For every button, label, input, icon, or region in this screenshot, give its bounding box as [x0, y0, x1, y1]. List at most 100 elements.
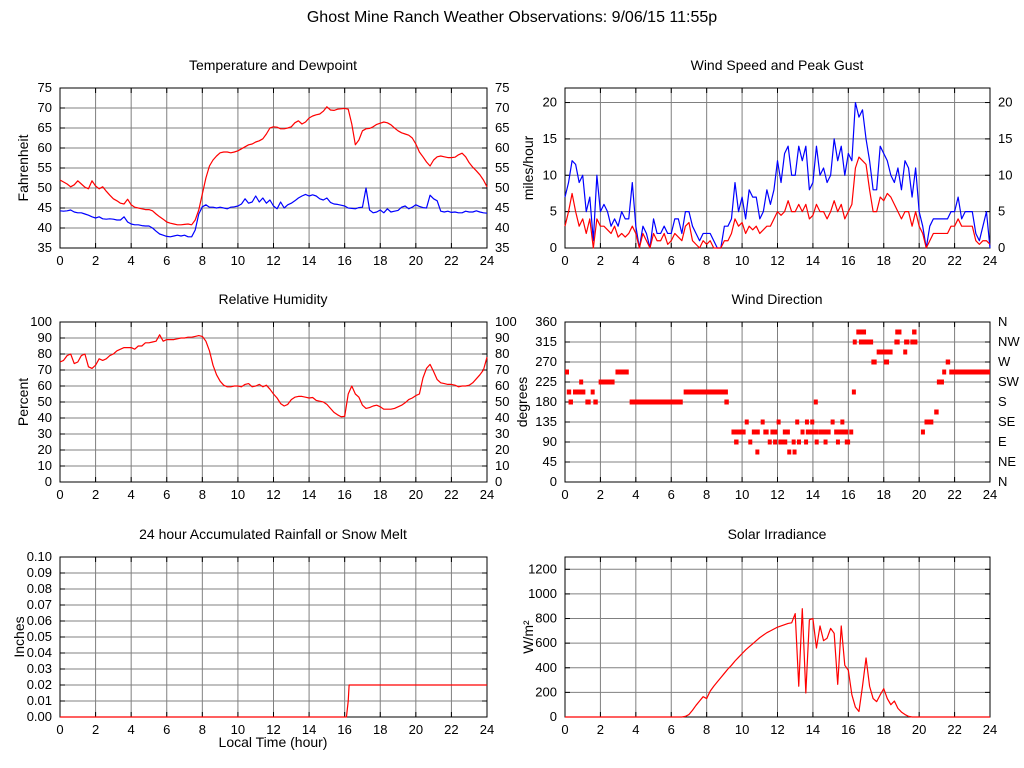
y-tick-label-right: 30	[495, 426, 509, 441]
y-tick-label: 200	[535, 684, 557, 699]
y-tick-label: 65	[38, 120, 52, 135]
x-tick-label: 22	[947, 487, 961, 502]
y-tick-label: 0	[45, 474, 52, 489]
plot-area-solar: 0 2 4 6 8 10 12 14 16 18 20 22 240200400600800100012…	[528, 556, 997, 737]
y-axis-label-inches: Inches	[11, 616, 27, 657]
compass-label: NW	[998, 334, 1020, 349]
x-tick-label: 6	[668, 722, 675, 737]
y-tick-label: 315	[535, 334, 557, 349]
x-tick-label: 0	[561, 722, 568, 737]
y-tick-label-right: 0	[495, 474, 502, 489]
x-tick-label: 8	[703, 487, 710, 502]
x-tick-label: 0	[56, 722, 63, 737]
x-tick-label: 8	[199, 722, 206, 737]
x-tick-label: 2	[92, 487, 99, 502]
y-tick-label: 50	[38, 180, 52, 195]
y-tick-label-right: 35	[495, 240, 509, 255]
y-axis-label-miles-per-hour: miles/hour	[520, 135, 536, 200]
chart-wind-direction: Wind Direction degrees 0 2 4 6 8 10 12 14 16 18 20…	[514, 291, 1020, 502]
x-tick-label: 24	[983, 487, 997, 502]
y-tick-label-right: 5	[998, 204, 1005, 219]
y-tick-label: 10	[38, 458, 52, 473]
x-tick-label: 24	[480, 253, 494, 268]
y-tick-label: 10	[543, 167, 557, 182]
x-tick-label: 0	[561, 253, 568, 268]
y-tick-label: 35	[38, 240, 52, 255]
x-tick-label: 16	[337, 253, 351, 268]
y-tick-label: 60	[38, 140, 52, 155]
x-tick-label: 8	[703, 722, 710, 737]
y-tick-label: 75	[38, 80, 52, 95]
x-tick-label: 16	[841, 487, 855, 502]
x-tick-label: 8	[199, 487, 206, 502]
x-tick-label: 22	[947, 253, 961, 268]
y-tick-label-right: 20	[998, 95, 1012, 110]
y-tick-label: 0.05	[27, 629, 52, 644]
y-tick-label-right: 60	[495, 378, 509, 393]
y-tick-label-right: 55	[495, 160, 509, 175]
x-tick-label: 20	[409, 487, 423, 502]
y-tick-label-right: 50	[495, 394, 509, 409]
y-tick-label-right: 100	[495, 314, 517, 329]
x-tick-label: 10	[231, 253, 245, 268]
dewpoint-line	[59, 187, 488, 238]
y-tick-label-right: 80	[495, 346, 509, 361]
y-tick-label: 20	[543, 95, 557, 110]
x-tick-label: 18	[373, 722, 387, 737]
y-tick-label: 600	[535, 635, 557, 650]
x-tick-label: 20	[912, 722, 926, 737]
y-tick-label: 40	[38, 410, 52, 425]
y-axis-label-fahrenheit: Fahrenheit	[15, 134, 31, 201]
x-axis-label-local-time: Local Time (hour)	[219, 734, 328, 750]
compass-label: W	[998, 354, 1011, 369]
x-tick-label: 14	[806, 722, 820, 737]
x-tick-label: 24	[480, 487, 494, 502]
temperature-line	[59, 106, 488, 226]
chart-rainfall: 24 hour Accumulated Rainfall or Snow Mel…	[11, 526, 494, 750]
x-tick-label: 12	[266, 253, 280, 268]
x-tick-label: 14	[302, 487, 316, 502]
y-tick-label: 90	[38, 330, 52, 345]
y-tick-label-right: 75	[495, 80, 509, 95]
x-tick-label: 0	[56, 487, 63, 502]
y-tick-label: 135	[535, 414, 557, 429]
x-tick-label: 16	[841, 722, 855, 737]
y-tick-label: 0.10	[27, 549, 52, 564]
y-tick-label: 0.04	[27, 645, 52, 660]
y-tick-label: 90	[543, 434, 557, 449]
x-tick-label: 4	[632, 487, 639, 502]
y-tick-label: 50	[38, 394, 52, 409]
y-tick-label: 360	[535, 314, 557, 329]
x-tick-label: 10	[735, 487, 749, 502]
x-tick-label: 14	[806, 487, 820, 502]
x-tick-label: 10	[735, 253, 749, 268]
y-tick-label-right: 70	[495, 100, 509, 115]
chart-title-rainfall: 24 hour Accumulated Rainfall or Snow Mel…	[139, 526, 407, 542]
x-tick-label: 6	[163, 253, 170, 268]
x-tick-label: 2	[597, 487, 604, 502]
x-tick-label: 6	[668, 253, 675, 268]
y-tick-label: 5	[550, 204, 557, 219]
y-tick-label: 0.07	[27, 597, 52, 612]
x-tick-label: 14	[302, 722, 316, 737]
x-tick-label: 18	[373, 487, 387, 502]
y-tick-label: 0.03	[27, 661, 52, 676]
y-tick-label: 0	[550, 474, 557, 489]
y-tick-label: 1000	[528, 586, 557, 601]
x-tick-label: 10	[231, 722, 245, 737]
y-tick-label: 70	[38, 100, 52, 115]
y-tick-label: 0.01	[27, 693, 52, 708]
y-tick-label: 45	[543, 454, 557, 469]
compass-label: SW	[998, 374, 1020, 389]
y-tick-label: 800	[535, 611, 557, 626]
y-tick-label: 0	[550, 709, 557, 724]
chart-solar-irradiance: Solar Irradiance W/m² 0 2 4 6 8 10 12 14 16 18 20 2…	[520, 526, 997, 737]
x-tick-label: 6	[163, 487, 170, 502]
x-tick-label: 16	[337, 722, 351, 737]
y-tick-label: 55	[38, 160, 52, 175]
y-axis-label-degrees: degrees	[514, 377, 530, 428]
